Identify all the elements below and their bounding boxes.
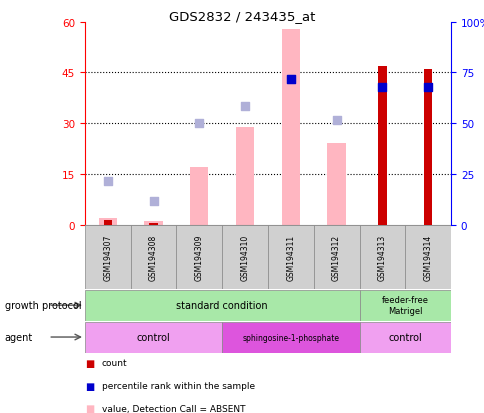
- Bar: [149, 223, 157, 225]
- Point: [287, 77, 294, 83]
- Point: [104, 178, 111, 185]
- Text: control: control: [388, 332, 421, 342]
- Bar: [405, 225, 450, 289]
- Bar: [359, 290, 450, 321]
- Bar: [222, 322, 359, 353]
- Bar: [281, 29, 300, 225]
- Bar: [313, 225, 359, 289]
- Bar: [85, 322, 222, 353]
- Text: ■: ■: [85, 381, 94, 391]
- Bar: [327, 144, 345, 225]
- Text: percentile rank within the sample: percentile rank within the sample: [102, 381, 255, 390]
- Bar: [144, 222, 162, 225]
- Text: GDS2832 / 243435_at: GDS2832 / 243435_at: [169, 10, 315, 23]
- Point: [195, 121, 203, 127]
- Bar: [359, 322, 450, 353]
- Text: count: count: [102, 358, 127, 368]
- Text: sphingosine-1-phosphate: sphingosine-1-phosphate: [242, 333, 339, 342]
- Text: growth protocol: growth protocol: [5, 300, 81, 311]
- Bar: [359, 225, 405, 289]
- Text: GSM194308: GSM194308: [149, 234, 158, 280]
- Point: [150, 198, 157, 205]
- Bar: [85, 290, 359, 321]
- Bar: [267, 225, 313, 289]
- Bar: [235, 127, 254, 225]
- Bar: [98, 218, 117, 225]
- Point: [241, 104, 248, 110]
- Text: GSM194313: GSM194313: [377, 234, 386, 280]
- Point: [424, 84, 431, 91]
- Bar: [130, 225, 176, 289]
- Text: GSM194312: GSM194312: [332, 234, 340, 280]
- Bar: [190, 168, 208, 225]
- Bar: [85, 225, 130, 289]
- Point: [378, 84, 385, 91]
- Text: GSM194310: GSM194310: [240, 234, 249, 280]
- Text: standard condition: standard condition: [176, 300, 268, 311]
- Bar: [378, 66, 386, 225]
- Text: GSM194307: GSM194307: [103, 234, 112, 280]
- Bar: [423, 70, 431, 225]
- Text: agent: agent: [5, 332, 33, 342]
- Text: ■: ■: [85, 404, 94, 413]
- Bar: [222, 225, 267, 289]
- Text: control: control: [136, 332, 170, 342]
- Bar: [104, 220, 112, 225]
- Text: GSM194309: GSM194309: [195, 234, 203, 280]
- Text: GSM194314: GSM194314: [423, 234, 432, 280]
- Bar: [176, 225, 222, 289]
- Text: feeder-free
Matrigel: feeder-free Matrigel: [381, 296, 428, 315]
- Point: [332, 117, 340, 124]
- Text: GSM194311: GSM194311: [286, 234, 295, 280]
- Point: [287, 76, 294, 83]
- Text: ■: ■: [85, 358, 94, 368]
- Text: value, Detection Call = ABSENT: value, Detection Call = ABSENT: [102, 404, 245, 413]
